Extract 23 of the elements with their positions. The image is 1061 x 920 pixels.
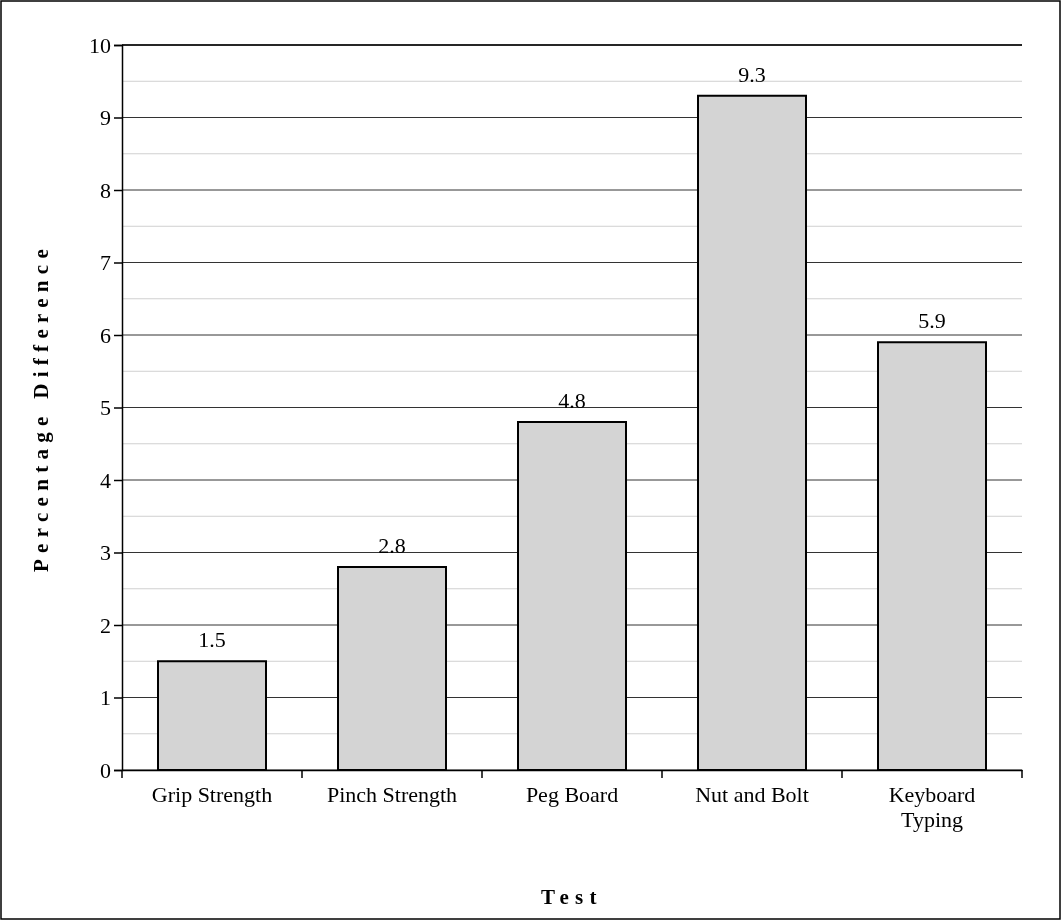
- y-tick-label: 8: [100, 177, 111, 203]
- data-label: 5.9: [918, 308, 946, 334]
- x-tick-label: Keyboard Typing: [888, 781, 976, 832]
- data-label: 1.5: [198, 627, 226, 653]
- data-label: 9.3: [738, 61, 766, 87]
- y-tick-label: 0: [100, 757, 111, 783]
- x-tick-label: Pinch Strength: [326, 781, 458, 807]
- y-tick-label: 3: [100, 540, 111, 566]
- x-tick-label: Peg Board: [525, 781, 619, 807]
- y-tick-label: 2: [100, 612, 111, 638]
- y-tick-label: 6: [100, 322, 111, 348]
- x-axis-title: Test: [541, 885, 603, 909]
- x-tick-label: Nut and Bolt: [695, 781, 809, 807]
- y-tick-label: 4: [100, 467, 111, 493]
- y-tick-label: 7: [100, 250, 111, 276]
- x-tick-label: Grip Strength: [151, 781, 273, 807]
- data-label: 4.8: [558, 388, 586, 413]
- data-label: 2.8: [378, 533, 406, 558]
- y-axis-title: Percentage Difference: [29, 242, 53, 573]
- y-tick-label: 1: [100, 685, 111, 711]
- y-tick-label: 5: [100, 395, 111, 421]
- y-tick-label: 9: [100, 105, 111, 131]
- y-tick-label: 10: [89, 32, 111, 58]
